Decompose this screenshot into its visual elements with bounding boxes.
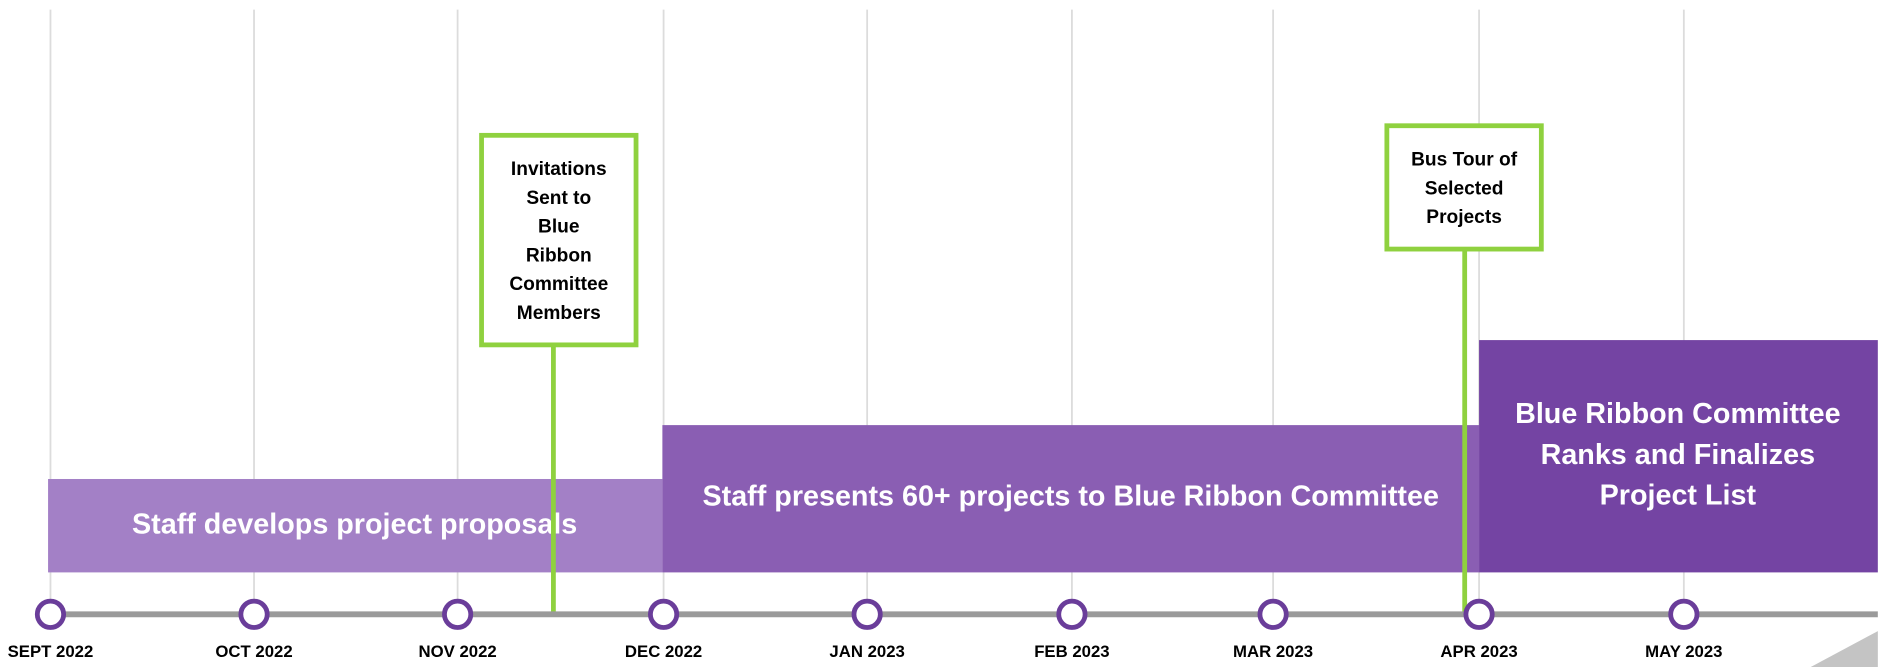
phase-bar (662, 425, 1480, 573)
phase-label: Project List (1600, 480, 1757, 512)
month-label: DEC 2022 (625, 642, 702, 661)
milestone-label: Blue (538, 217, 579, 238)
phase-label: Ranks and Finalizes (1541, 439, 1816, 471)
milestone-box (479, 132, 639, 348)
month-marker (1257, 598, 1289, 630)
phase-label: Staff develops project proposals (132, 508, 577, 540)
milestone-label: Invitations (511, 159, 607, 180)
milestone-label: Selected (1425, 178, 1504, 199)
milestone-label: Ribbon (526, 245, 592, 266)
milestone-label: Bus Tour of (1411, 150, 1518, 171)
month-label: NOV 2022 (419, 642, 497, 661)
month-marker (1668, 598, 1700, 630)
month-marker (442, 598, 474, 630)
month-marker (34, 598, 67, 630)
month-label: MAY 2023 (1645, 642, 1722, 661)
milestone-label: Projects (1426, 207, 1502, 228)
month-label: MAR 2023 (1233, 642, 1313, 661)
month-marker (1056, 598, 1088, 630)
milestone-label: Members (517, 303, 601, 324)
month-label: FEB 2023 (1034, 642, 1109, 661)
month-label: SEPT 2022 (8, 642, 94, 661)
month-marker (238, 598, 270, 630)
milestone-box (1384, 123, 1544, 252)
phase-bar (1479, 340, 1878, 573)
month-label: JAN 2023 (829, 642, 904, 661)
milestone-label: Committee (509, 274, 608, 295)
corner-decoration (1810, 631, 1878, 667)
phase-label: Blue Ribbon Committee (1515, 398, 1840, 430)
month-label: APR 2023 (1440, 642, 1517, 661)
month-marker (851, 598, 883, 630)
month-label: OCT 2022 (215, 642, 292, 661)
month-marker (1463, 598, 1495, 630)
milestone-label: Sent to (526, 188, 591, 209)
phase-bar (48, 478, 663, 573)
month-marker (648, 598, 680, 630)
phase-label: Staff presents 60+ projects to Blue Ribb… (702, 481, 1438, 513)
